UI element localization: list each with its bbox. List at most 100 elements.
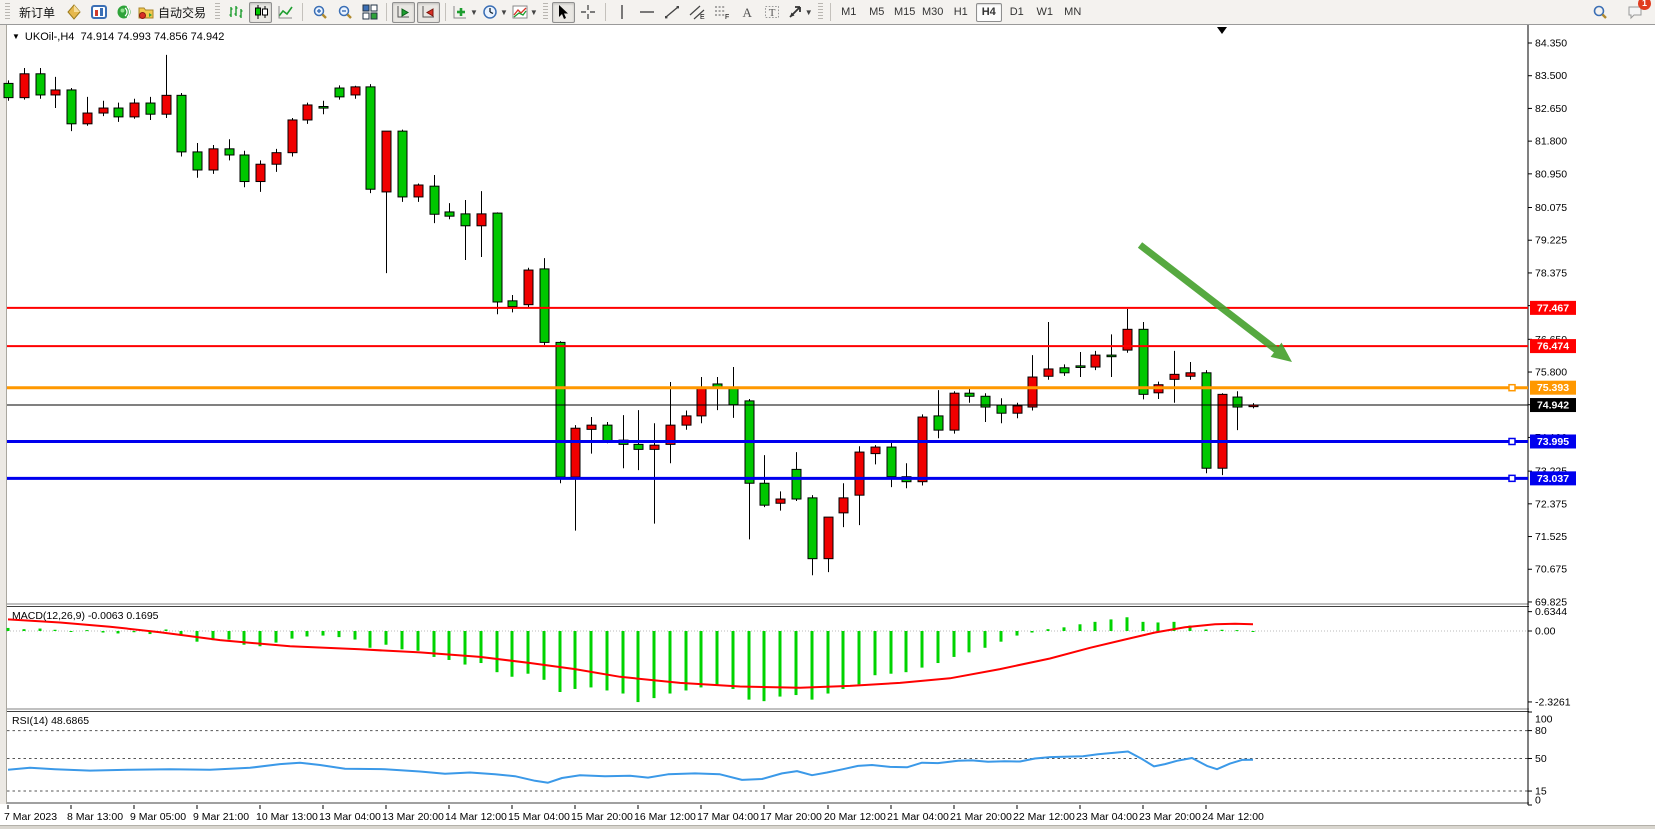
chevron-down-icon[interactable]: ▼ bbox=[529, 7, 538, 17]
svg-text:16 Mar 12:00: 16 Mar 12:00 bbox=[634, 811, 696, 823]
fibonacci-button[interactable]: F bbox=[711, 2, 734, 23]
templates-button[interactable]: ▼ bbox=[511, 2, 539, 23]
macd-signal-line bbox=[7, 618, 1254, 689]
chevron-down-icon[interactable]: ▼ bbox=[499, 7, 508, 17]
cursor-icon bbox=[555, 4, 571, 20]
line-chart-button[interactable] bbox=[274, 2, 297, 23]
equidistant-channel-button[interactable]: E bbox=[686, 2, 709, 23]
timeframe-m1-button[interactable]: M1 bbox=[841, 6, 857, 18]
svg-text:71.525: 71.525 bbox=[1535, 531, 1567, 543]
svg-text:23 Mar 20:00: 23 Mar 20:00 bbox=[1139, 811, 1201, 823]
new-order-button[interactable]: 新订单 bbox=[19, 5, 56, 20]
chevron-down-icon[interactable]: ▼ bbox=[470, 7, 478, 17]
zoom-out-button[interactable] bbox=[333, 2, 356, 23]
search-icon bbox=[1592, 4, 1608, 20]
svg-text:17 Mar 20:00: 17 Mar 20:00 bbox=[760, 811, 822, 823]
periods-icon bbox=[482, 4, 498, 20]
horizontal-level-lines[interactable]: 77.467 76.474 75.393 74.942 73.995 73.037 bbox=[7, 300, 1576, 486]
chart-canvas[interactable]: 84.350 83.500 82.650 81.800 80.950 80.075 79.2… bbox=[0, 25, 1655, 825]
svg-text:-2.3261: -2.3261 bbox=[1535, 696, 1571, 708]
price-axis[interactable]: 84.350 83.500 82.650 81.800 80.950 80.075 79.2… bbox=[1528, 38, 1567, 609]
svg-text:15: 15 bbox=[1535, 786, 1547, 798]
toolbar-drag-grip[interactable] bbox=[5, 3, 10, 21]
svg-text:15 Mar 20:00: 15 Mar 20:00 bbox=[571, 811, 633, 823]
trendline-icon bbox=[664, 4, 680, 20]
signal-icon[interactable] bbox=[112, 2, 135, 23]
chevron-down-icon[interactable]: ▼ bbox=[804, 7, 813, 17]
chart-symbol-timeframe: UKOil-,H4 bbox=[24, 31, 75, 43]
toolbar-drag-grip[interactable] bbox=[542, 3, 548, 21]
chart-shift-marker[interactable] bbox=[1217, 27, 1227, 34]
notification-badge: 1 bbox=[1638, 0, 1651, 10]
macd-panel bbox=[6, 617, 1528, 703]
svg-text:0.00: 0.00 bbox=[1535, 626, 1556, 638]
timeframe-m15-button[interactable]: M15 bbox=[894, 6, 916, 18]
auto-scroll-button[interactable] bbox=[392, 1, 416, 23]
toolbar-separator bbox=[302, 3, 304, 21]
toolbar-separator bbox=[604, 3, 606, 21]
horizontal-line-button[interactable] bbox=[636, 2, 659, 23]
svg-text:13 Mar 20:00: 13 Mar 20:00 bbox=[382, 811, 444, 823]
panel-borders bbox=[7, 25, 1529, 805]
gold-diamond-icon bbox=[66, 4, 82, 20]
vertical-line-icon bbox=[614, 4, 630, 20]
toolbar-drag-grip[interactable] bbox=[817, 3, 823, 21]
window-left-border bbox=[0, 25, 7, 804]
gold-diamond-icon[interactable] bbox=[62, 2, 85, 23]
vertical-line-button[interactable] bbox=[611, 2, 634, 23]
search-button[interactable] bbox=[1588, 2, 1611, 23]
svg-text:75.800: 75.800 bbox=[1535, 367, 1567, 379]
equidistant-channel-icon: E bbox=[689, 4, 705, 20]
svg-text:80.950: 80.950 bbox=[1535, 168, 1567, 180]
arrows-tool-button[interactable]: ▼ bbox=[786, 2, 814, 23]
chart-shift-icon bbox=[421, 4, 437, 20]
chart-shift-button[interactable] bbox=[417, 1, 441, 23]
candlestick-chart-icon bbox=[253, 4, 269, 20]
timeframe-mn-button[interactable]: MN bbox=[1064, 6, 1082, 18]
tile-windows-button[interactable] bbox=[358, 2, 381, 23]
trend-arrow-annotation[interactable] bbox=[1137, 242, 1292, 362]
svg-text:80: 80 bbox=[1535, 725, 1547, 737]
svg-text:70.675: 70.675 bbox=[1535, 564, 1567, 576]
toolbar-separator bbox=[829, 3, 831, 21]
svg-text:22 Mar 12:00: 22 Mar 12:00 bbox=[1013, 811, 1075, 823]
text-label-button[interactable]: T bbox=[761, 2, 784, 23]
svg-text:10 Mar 13:00: 10 Mar 13:00 bbox=[256, 811, 318, 823]
svg-text:83.500: 83.500 bbox=[1535, 70, 1567, 82]
macd-axis[interactable]: 0.6344 0.00 -2.3261 bbox=[1528, 606, 1571, 708]
svg-text:0.6344: 0.6344 bbox=[1535, 606, 1567, 618]
timeframe-w1-button[interactable]: W1 bbox=[1036, 6, 1053, 18]
candlestick-chart-button[interactable] bbox=[249, 1, 273, 23]
market-watch-icon[interactable] bbox=[87, 2, 110, 23]
toolbar-drag-grip[interactable] bbox=[215, 3, 221, 21]
periods-button[interactable]: ▼ bbox=[481, 2, 509, 23]
crosshair-button[interactable] bbox=[577, 2, 600, 23]
trendline-button[interactable] bbox=[661, 2, 684, 23]
chart-title: ▼ UKOil-,H4 74.914 74.993 74.856 74.942 bbox=[12, 31, 224, 43]
timeframe-h4-button[interactable]: H4 bbox=[975, 2, 1002, 22]
svg-text:14 Mar 12:00: 14 Mar 12:00 bbox=[445, 811, 507, 823]
indicators-button[interactable]: ▼ bbox=[451, 2, 479, 23]
svg-text:76.474: 76.474 bbox=[1537, 341, 1569, 353]
chat-button[interactable]: 1 bbox=[1623, 0, 1651, 23]
zoom-in-button[interactable] bbox=[308, 2, 331, 23]
time-axis[interactable]: 7 Mar 2023 8 Mar 13:00 9 Mar 05:00 9 Mar 21… bbox=[4, 805, 1264, 823]
bar-chart-button[interactable] bbox=[224, 2, 247, 23]
timeframe-d1-button[interactable]: D1 bbox=[1009, 6, 1024, 18]
text-button[interactable]: A bbox=[736, 2, 759, 23]
svg-text:24 Mar 12:00: 24 Mar 12:00 bbox=[1202, 811, 1264, 823]
timeframe-m30-button[interactable]: M30 bbox=[922, 6, 944, 18]
horizontal-line-icon bbox=[639, 4, 655, 20]
window-bottom-edge bbox=[0, 825, 1655, 829]
timeframe-h1-button[interactable]: H1 bbox=[953, 6, 968, 18]
chart-dropdown-icon[interactable]: ▼ bbox=[12, 32, 20, 41]
autotrading-button[interactable]: 自动交易 bbox=[137, 2, 211, 23]
cursor-button[interactable] bbox=[551, 1, 575, 23]
templates-icon bbox=[512, 4, 528, 20]
svg-text:72.375: 72.375 bbox=[1535, 498, 1567, 510]
timeframe-m5-button[interactable]: M5 bbox=[869, 6, 885, 18]
svg-text:A: A bbox=[743, 5, 753, 20]
svg-text:13 Mar 04:00: 13 Mar 04:00 bbox=[319, 811, 381, 823]
svg-text:50: 50 bbox=[1535, 753, 1547, 765]
